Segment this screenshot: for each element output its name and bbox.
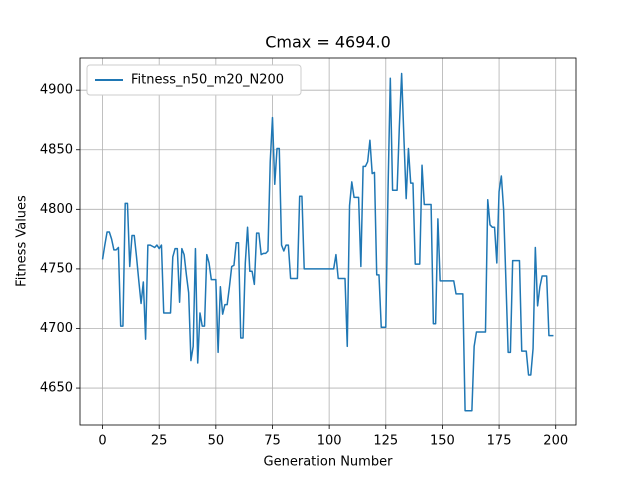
y-tick-label: 4900 <box>40 83 73 98</box>
x-tick-label: 175 <box>487 434 512 449</box>
x-tick-label: 125 <box>373 434 398 449</box>
legend-box <box>86 64 302 96</box>
y-tick-label: 4750 <box>40 261 73 276</box>
x-tick-label: 150 <box>430 434 455 449</box>
y-tick-label: 4850 <box>40 142 73 157</box>
y-axis-label: Fitness Values <box>15 195 30 287</box>
legend: Fitness_n50_m20_N200 <box>86 64 302 96</box>
x-tick-label: 100 <box>317 434 342 449</box>
legend-label: Fitness_n50_m20_N200 <box>131 73 284 88</box>
x-tick-label: 0 <box>98 434 106 449</box>
plot-frame <box>79 57 577 426</box>
x-tick-label: 50 <box>208 434 225 449</box>
x-tick-label: 75 <box>264 434 281 449</box>
data-line <box>101 72 554 412</box>
x-axis-label: Generation Number <box>264 455 394 470</box>
x-tick-label: 200 <box>543 434 568 449</box>
y-tick-label: 4700 <box>40 321 73 336</box>
x-tick-label: 25 <box>151 434 168 449</box>
y-tick-label: 4650 <box>40 381 73 396</box>
y-tick-label: 4800 <box>40 202 73 217</box>
chart-title: Cmax = 4694.0 <box>265 33 391 52</box>
